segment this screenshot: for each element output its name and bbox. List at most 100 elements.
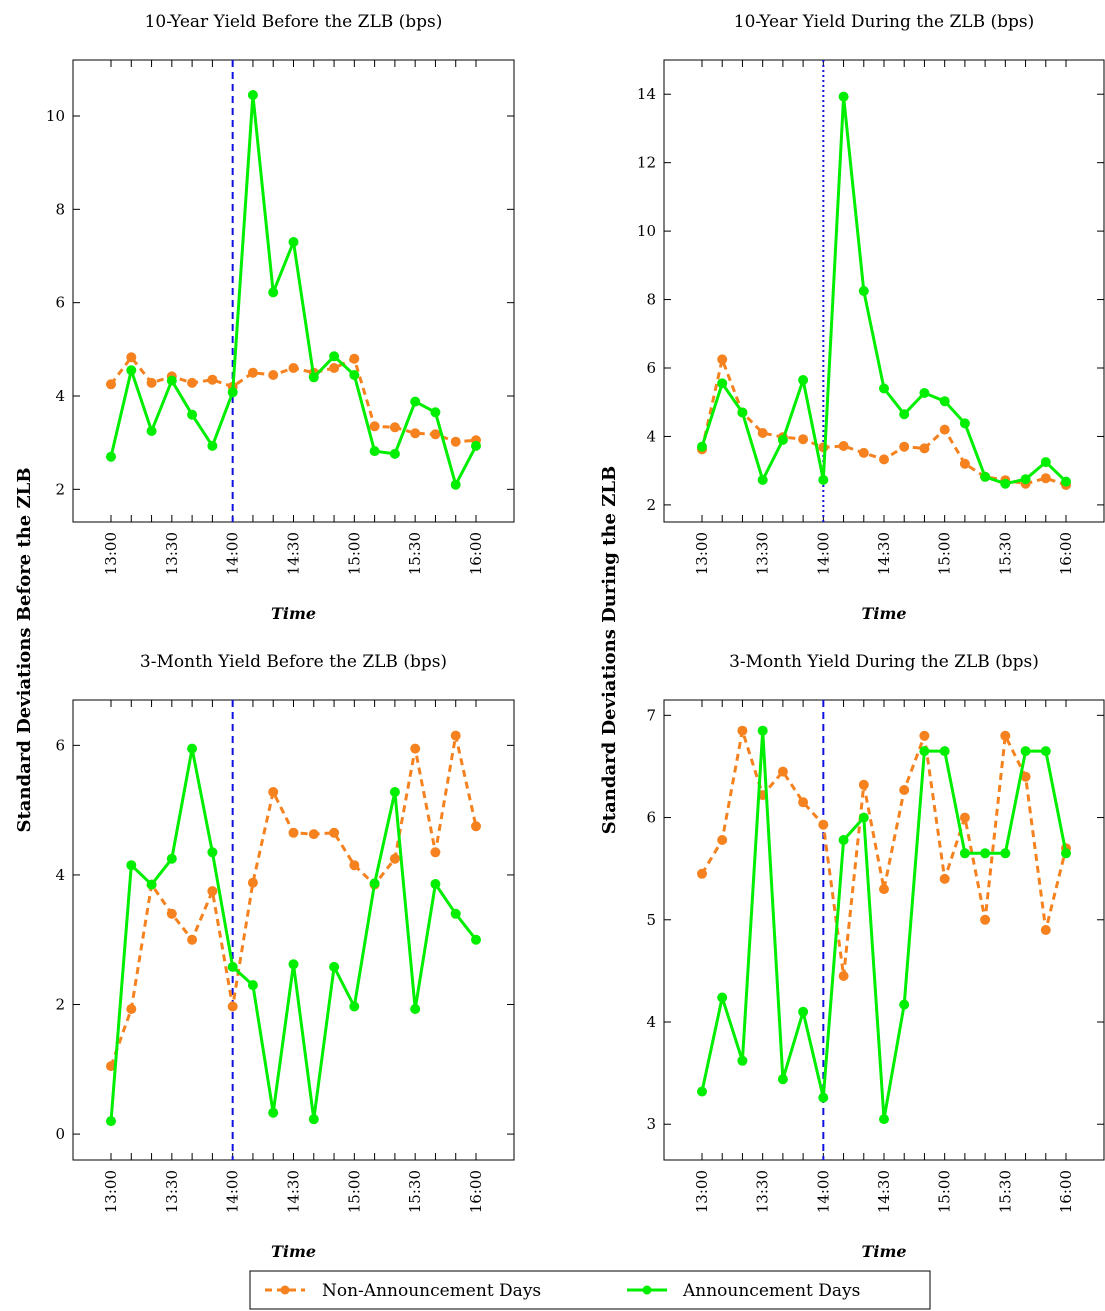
data-point-announcement [450, 908, 461, 919]
data-point-announcement [247, 90, 258, 100]
x-axis-label-3m-before: Time [271, 1242, 316, 1261]
data-point-announcement [1000, 478, 1011, 489]
data-point-announcement [757, 725, 768, 736]
data-point-non-announcement [106, 379, 116, 390]
x-tick-label: 13:00 [693, 1170, 711, 1213]
data-point-non-announcement [349, 353, 360, 364]
data-point-announcement [207, 440, 218, 451]
data-point-non-announcement [838, 971, 849, 981]
legend-marker-announcement [642, 1285, 652, 1295]
data-point-announcement [777, 1074, 788, 1085]
x-tick-label: 14:00 [814, 1170, 832, 1213]
panels-layer: 10-Year Yield Before the ZLB (bps)13:00 1… [46, 12, 1105, 1261]
data-point-announcement [858, 812, 869, 823]
data-point-non-announcement [777, 766, 788, 777]
data-point-non-announcement [268, 787, 279, 797]
data-point-non-announcement [757, 428, 768, 438]
y-tick-label: 7 [646, 706, 656, 724]
data-point-non-announcement [1000, 730, 1011, 741]
x-axis-label-3m-during: Time [861, 1242, 906, 1261]
data-point-announcement [126, 860, 137, 871]
x-tick-label: 14:00 [224, 1170, 242, 1213]
y-axis-label-left: Standard Deviations Before the ZLB [14, 467, 35, 832]
x-tick-label: 16:00 [1057, 1170, 1075, 1213]
y-tick-label: 2 [55, 480, 65, 498]
data-point-announcement [146, 426, 157, 436]
data-point-non-announcement [106, 1061, 116, 1072]
data-point-announcement [308, 372, 319, 383]
data-point-non-announcement [1040, 473, 1051, 484]
data-point-announcement [1000, 848, 1011, 859]
data-point-announcement [697, 1086, 707, 1097]
data-point-non-announcement [187, 934, 198, 945]
x-axis-label-10y-before: Time [271, 604, 316, 623]
data-point-announcement [879, 1114, 889, 1125]
data-point-non-announcement [939, 873, 950, 884]
x-tick-label: 14:30 [875, 1170, 893, 1213]
data-point-announcement [858, 286, 869, 296]
series-line-announcement-10y-before [109, 93, 478, 487]
y-tick-label: 0 [55, 1125, 65, 1143]
data-point-announcement [410, 396, 421, 407]
data-point-announcement [227, 961, 238, 972]
x-tick-label: 15:30 [996, 1170, 1014, 1213]
data-point-announcement [166, 375, 177, 386]
data-point-announcement [268, 1107, 279, 1118]
data-point-announcement [430, 407, 441, 418]
data-point-non-announcement [349, 860, 360, 871]
panel-title-10y-during: 10-Year Yield During the ZLB (bps) [734, 12, 1035, 32]
data-point-non-announcement [717, 354, 728, 365]
x-tick-label: 14:00 [224, 532, 242, 575]
data-point-non-announcement [879, 884, 889, 895]
data-point-announcement [777, 434, 788, 445]
y-tick-label: 10 [637, 222, 656, 240]
x-axis-label-10y-during: Time [861, 604, 906, 623]
data-point-announcement [1020, 746, 1031, 757]
data-point-non-announcement [187, 377, 198, 388]
y-tick-label: 6 [55, 736, 65, 754]
panel-frame-10y-during [663, 59, 1105, 523]
data-point-announcement [1040, 457, 1051, 468]
data-point-non-announcement [798, 797, 809, 808]
data-point-non-announcement [717, 835, 728, 845]
data-point-non-announcement [919, 443, 930, 454]
data-point-announcement [106, 451, 116, 462]
data-point-non-announcement [1040, 925, 1051, 935]
legend-marker-non-announcement [280, 1285, 290, 1295]
data-point-announcement [187, 409, 198, 420]
y-tick-label: 10 [46, 107, 65, 125]
data-point-announcement [879, 383, 889, 394]
x-tick-label: 14:30 [875, 532, 893, 575]
series-line-announcement-3m-before [109, 747, 478, 1122]
data-point-announcement [329, 351, 340, 362]
x-tick-label: 15:00 [936, 1170, 954, 1213]
x-tick-label: 13:30 [163, 1170, 181, 1213]
y-tick-label: 4 [646, 1013, 656, 1031]
data-point-non-announcement [389, 422, 400, 433]
data-point-announcement [369, 878, 380, 889]
data-point-announcement [106, 1116, 116, 1127]
data-point-announcement [838, 835, 849, 845]
data-point-announcement [959, 418, 970, 429]
x-tick-label: 13:30 [754, 1170, 772, 1213]
panel-10y-during: 10-Year Yield During the ZLB (bps) 13:00 1… [637, 12, 1105, 623]
data-point-non-announcement [798, 434, 809, 445]
x-tick-label: 15:30 [406, 532, 424, 575]
data-point-announcement [247, 980, 258, 991]
data-point-announcement [288, 237, 299, 247]
legend-label-non-announcement: Non-Announcement Days [322, 1281, 541, 1301]
panel-frame-3m-during [663, 699, 1105, 1161]
data-point-announcement [818, 474, 829, 485]
data-point-announcement [757, 474, 768, 485]
data-point-announcement [207, 847, 218, 858]
data-point-non-announcement [858, 779, 869, 790]
data-point-non-announcement [227, 1001, 238, 1012]
data-point-announcement [959, 848, 970, 859]
y-tick-label: 14 [637, 85, 656, 103]
data-point-non-announcement [207, 374, 218, 385]
data-point-non-announcement [247, 877, 258, 888]
x-tick-label: 14:00 [814, 532, 832, 575]
data-point-non-announcement [450, 436, 461, 447]
data-point-non-announcement [697, 868, 707, 879]
